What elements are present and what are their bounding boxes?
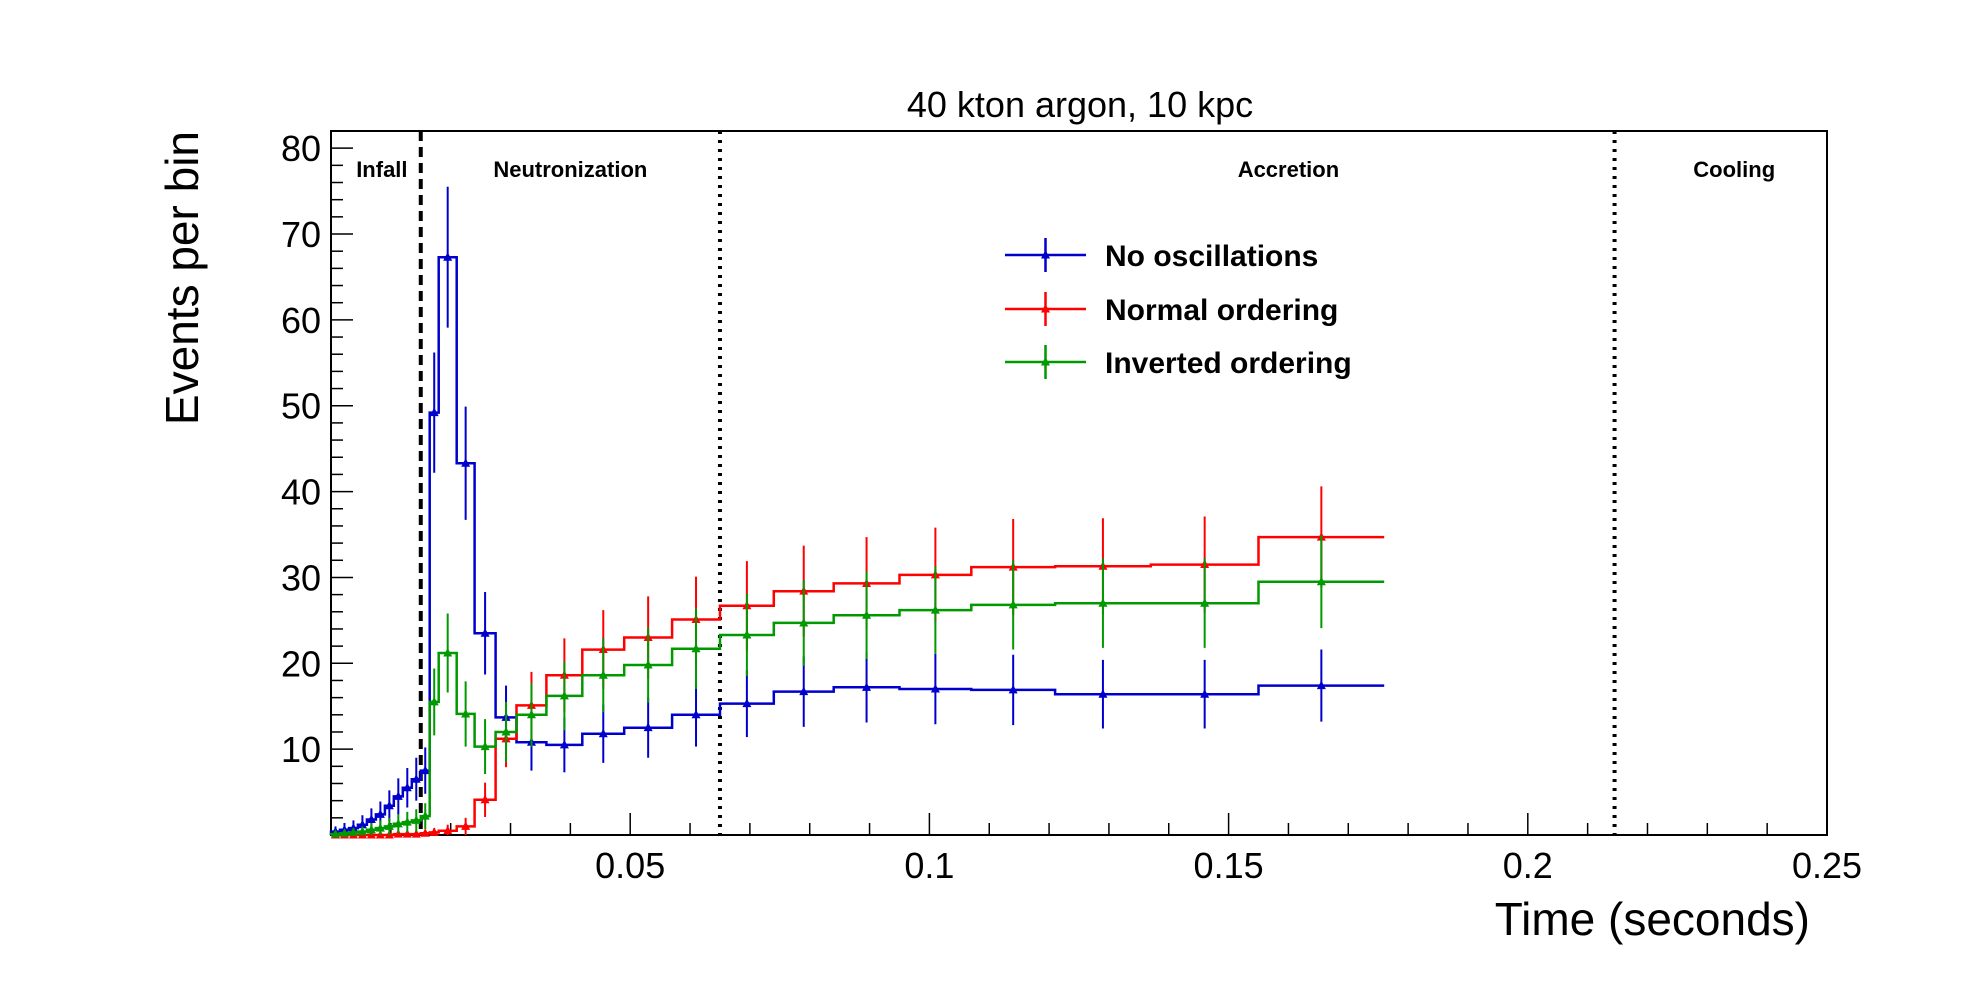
data-point: [862, 610, 872, 619]
y-tick-label: 40: [281, 472, 321, 513]
legend-marker: [1041, 250, 1050, 259]
data-point: [420, 765, 430, 775]
legend-label: Inverted ordering: [1105, 347, 1352, 380]
legend: No oscillations Normal ordering Inverted o…: [1005, 238, 1352, 380]
data-point: [559, 690, 569, 700]
x-axis-label: Time (seconds): [1495, 893, 1810, 945]
data-point: [461, 708, 471, 718]
x-tick-label: 0.05: [595, 845, 665, 886]
data-point: [411, 774, 421, 783]
data-point: [930, 605, 940, 614]
region-label: Accretion: [1238, 157, 1339, 182]
data-point: [691, 709, 701, 719]
data-point: [429, 827, 439, 836]
data-point: [366, 814, 376, 824]
data-point: [384, 821, 394, 830]
data-point: [742, 629, 752, 639]
data-point: [429, 407, 439, 417]
data-point: [375, 809, 385, 818]
data-point: [402, 817, 412, 826]
y-tick-label: 70: [281, 214, 321, 255]
data-point: [366, 824, 376, 834]
data-point: [1008, 684, 1018, 694]
data-point: [480, 628, 490, 637]
y-tick-label: 10: [281, 729, 321, 770]
data-point: [402, 782, 412, 792]
legend-marker: [1041, 357, 1050, 366]
data-point: [930, 684, 940, 693]
data-point: [461, 458, 471, 467]
data-point: [443, 252, 453, 261]
data-point: [357, 819, 367, 829]
data-point: [330, 829, 340, 838]
data-point: [1200, 598, 1210, 607]
data-point: [526, 709, 536, 719]
data-point: [393, 829, 403, 838]
y-tick-label: 20: [281, 643, 321, 684]
series-line: [329, 255, 1385, 835]
data-point: [357, 826, 367, 836]
data-point: [862, 682, 872, 691]
data-point: [384, 800, 394, 810]
data-point: [799, 686, 809, 696]
data-point: [411, 815, 421, 824]
legend-label: No oscillations: [1105, 240, 1318, 273]
y-tick-label: 50: [281, 386, 321, 427]
region-label: Cooling: [1693, 157, 1775, 182]
data-point: [598, 728, 608, 738]
x-tick-label: 0.1: [904, 845, 954, 886]
region-label: Neutronization: [493, 157, 647, 182]
data-point: [348, 827, 358, 836]
data-point: [461, 821, 471, 830]
x-tick-label: 0.2: [1503, 845, 1553, 886]
data-point: [799, 617, 809, 627]
data-point: [1316, 680, 1326, 690]
y-tick-label: 60: [281, 300, 321, 341]
legend-marker: [1041, 304, 1050, 313]
data-point: [598, 670, 608, 679]
y-axis-label: Events per bin: [156, 131, 208, 425]
data-point: [429, 696, 439, 706]
data-point: [480, 741, 490, 751]
data-point: [393, 818, 403, 828]
data-point: [691, 643, 701, 653]
data-point: [420, 811, 430, 820]
data-point: [402, 829, 412, 838]
data-point: [1008, 599, 1018, 609]
data-point: [643, 660, 653, 669]
data-point: [1098, 598, 1108, 607]
data-point: [339, 828, 349, 837]
data-point: [443, 647, 453, 657]
plot-frame: [330, 130, 1828, 836]
data-point: [742, 698, 752, 708]
data-point: [411, 829, 421, 838]
data-point: [1098, 689, 1108, 698]
legend-label: Normal ordering: [1105, 294, 1338, 327]
plot-area: 10 20 30 40 50 60 70 80 0.05 0.1 0.15 0.2 0.25 Infall…: [281, 128, 1862, 886]
data-point: [501, 726, 511, 736]
data-point: [1200, 689, 1210, 698]
data-point: [375, 823, 385, 832]
y-tick-label: 30: [281, 557, 321, 598]
chart-title: 40 kton argon, 10 kpc: [907, 84, 1253, 125]
data-point: [393, 791, 403, 800]
data-point: [559, 739, 569, 749]
x-tick-label: 0.15: [1194, 845, 1264, 886]
y-tick-label: 80: [281, 128, 321, 169]
x-tick-label: 0.25: [1792, 845, 1862, 886]
data-point: [1316, 576, 1326, 586]
data-point: [480, 794, 490, 804]
data-point: [348, 823, 358, 832]
data-point: [420, 828, 430, 837]
data-point: [443, 825, 453, 835]
region-label: Infall: [356, 157, 407, 182]
data-point: [643, 722, 653, 732]
series-line: [329, 580, 1385, 836]
